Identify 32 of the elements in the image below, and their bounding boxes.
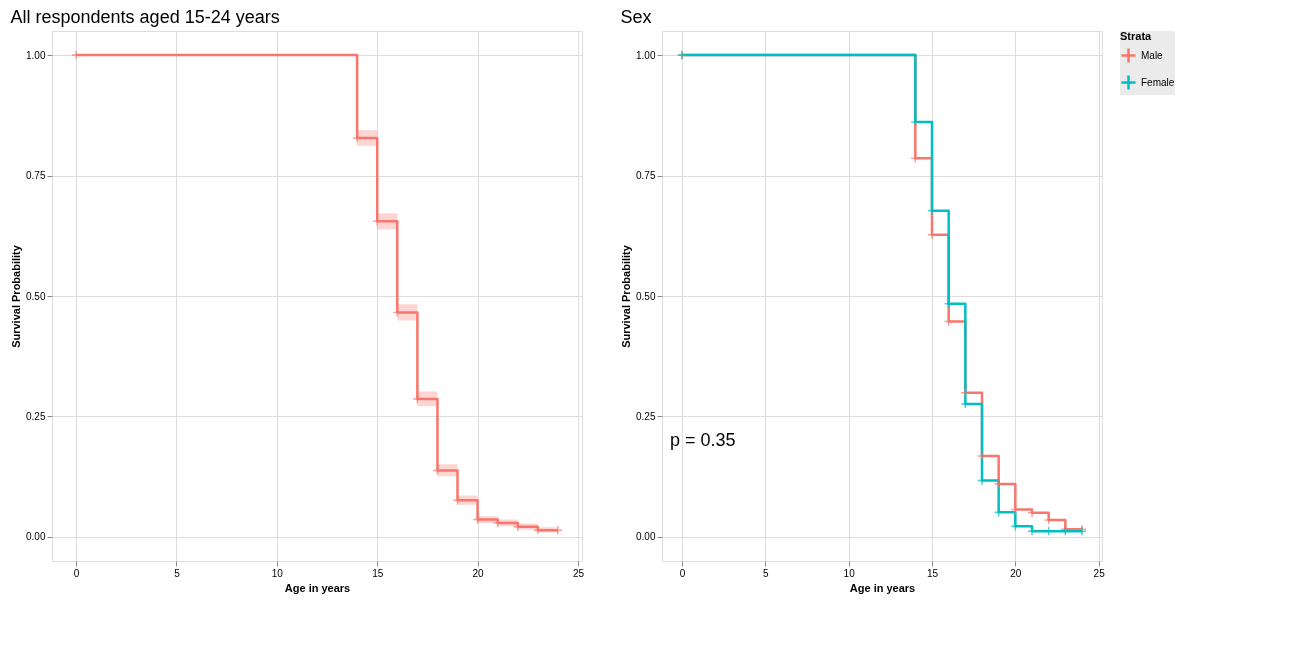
- x-tick-label: 0: [679, 567, 686, 579]
- x-tick-label: 10: [271, 567, 284, 579]
- x-axis-title: Age in years: [849, 581, 916, 594]
- x-tick-label: 0: [73, 567, 80, 579]
- x-tick-label: 25: [572, 567, 585, 579]
- y-axis-title: Survival Probability: [10, 244, 23, 348]
- y-tick-label: 1.00: [636, 49, 656, 61]
- y-axis-title: Survival Probability: [620, 244, 633, 348]
- y-tick-label: 0.75: [26, 170, 46, 182]
- x-tick-label: 5: [174, 567, 181, 579]
- y-tick-label: 0.25: [26, 410, 46, 422]
- legend-label: Female: [1141, 76, 1175, 88]
- x-tick-label: 15: [926, 567, 939, 579]
- x-tick-label: 25: [1093, 567, 1106, 579]
- y-tick-label: 0.25: [636, 410, 656, 422]
- annotation: p = 0.35: [670, 430, 736, 450]
- x-tick-label: 20: [1010, 567, 1022, 579]
- x-tick-label: 5: [763, 567, 770, 579]
- y-tick-label: 0.00: [636, 531, 656, 543]
- y-tick-label: 0.75: [636, 170, 656, 182]
- x-tick-label: 15: [372, 567, 384, 579]
- x-tick-label: 20: [472, 567, 485, 579]
- x-axis-title: Age in years: [284, 581, 351, 594]
- y-tick-label: 0.50: [636, 290, 656, 302]
- y-tick-label: 1.00: [26, 49, 46, 61]
- legend-title: Strata: [1120, 30, 1153, 42]
- chart-title: All respondents aged 15-24 years: [10, 7, 280, 27]
- chart-title: Sex: [620, 7, 652, 27]
- y-tick-label: 0.00: [26, 531, 46, 543]
- x-tick-label: 10: [843, 567, 856, 579]
- legend-label: Male: [1141, 49, 1164, 61]
- y-tick-label: 0.50: [26, 290, 46, 302]
